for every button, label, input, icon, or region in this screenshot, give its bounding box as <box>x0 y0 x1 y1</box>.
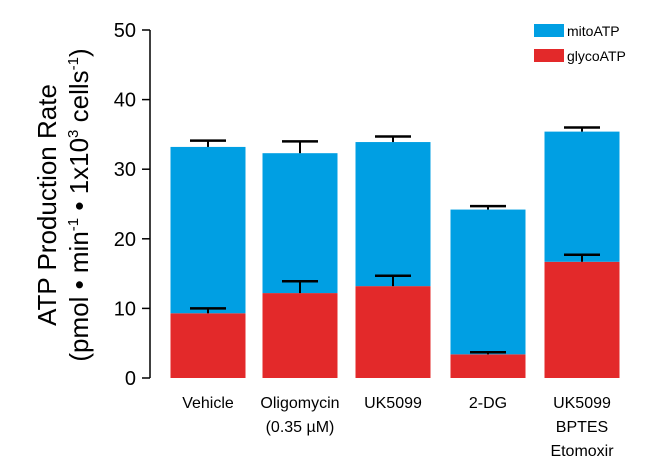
x-category-label: Oligomycin <box>260 395 339 412</box>
bar-mitoATP-2 <box>355 142 431 287</box>
x-category-label: 2-DG <box>469 395 507 412</box>
y-tick-label: 40 <box>114 90 136 112</box>
bars <box>170 131 620 378</box>
y-axis-title-line2: (pmol • min-1 • 1x103 cells-1) <box>64 48 94 361</box>
legend-swatch-mitoATP <box>534 24 564 37</box>
bar-mitoATP-4 <box>544 131 620 262</box>
axes: 0 10 20 30 40 50 <box>114 20 151 390</box>
bar-glycoATP-3 <box>450 354 526 378</box>
x-category-label: UK5099 <box>553 395 611 412</box>
y-tick-label: 10 <box>114 298 136 320</box>
y-axis-title-line1: ATP Production Rate <box>32 84 62 326</box>
bar-glycoATP-4 <box>544 261 620 378</box>
y-tick-label: 0 <box>125 368 136 390</box>
bar-glycoATP-1 <box>262 293 338 378</box>
bar-glycoATP-2 <box>355 286 431 378</box>
bar-glycoATP-0 <box>170 313 246 378</box>
legend-swatch-glycoATP <box>534 49 564 62</box>
bar-mitoATP-0 <box>170 146 246 314</box>
legend-label-glycoATP: glycoATP <box>567 48 626 64</box>
x-category-label: Etomoxir <box>550 443 614 460</box>
bar-mitoATP-3 <box>450 209 526 355</box>
y-tick-label: 50 <box>114 20 136 42</box>
y-axis-title: ATP Production Rate (pmol • min-1 • 1x103… <box>32 48 94 361</box>
x-category-label: Vehicle <box>182 395 234 412</box>
legend-label-mitoATP: mitoATP <box>567 23 620 39</box>
y-tick-label: 30 <box>114 159 136 181</box>
error-bars <box>190 126 600 355</box>
category-labels: Vehicle Oligomycin (0.35 µM) UK5099 2-DG UK50… <box>182 395 614 460</box>
legend: mitoATP glycoATP <box>534 23 626 64</box>
bar-mitoATP-1 <box>262 153 338 294</box>
x-category-label: BPTES <box>556 419 608 436</box>
x-category-label: (0.35 µM) <box>266 419 335 436</box>
x-category-label: UK5099 <box>364 395 422 412</box>
y-tick-label: 20 <box>114 229 136 251</box>
